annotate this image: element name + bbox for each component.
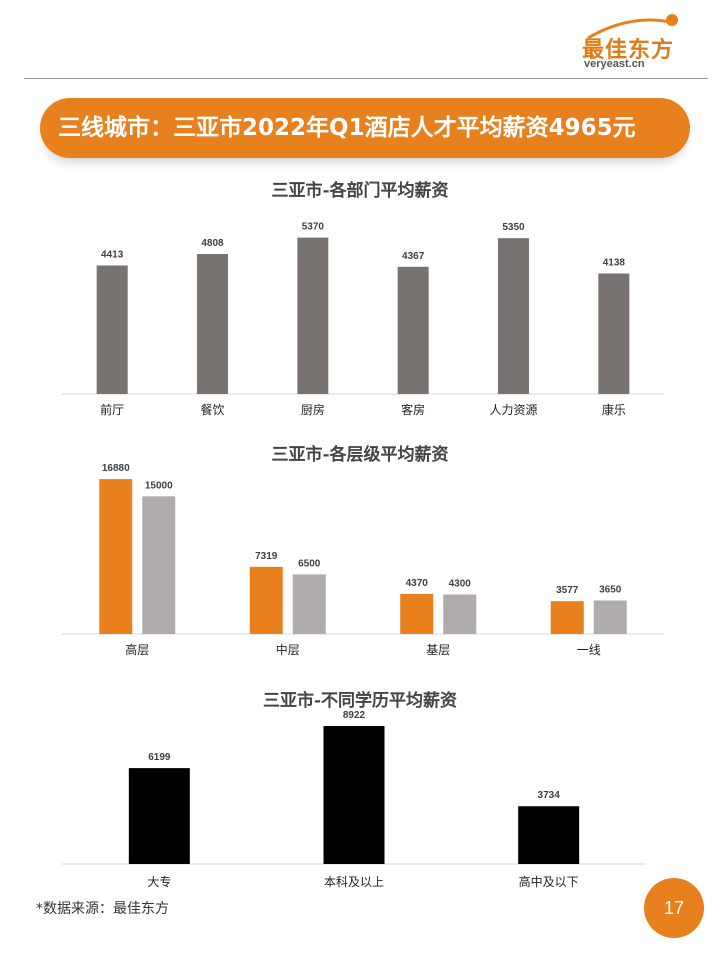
bar xyxy=(518,806,580,864)
bar xyxy=(142,496,176,634)
data-label: 4367 xyxy=(402,251,425,262)
bar xyxy=(297,237,329,394)
bar xyxy=(96,265,128,394)
data-label: 3734 xyxy=(538,790,561,801)
data-label: 4808 xyxy=(201,238,224,249)
page-number-badge: 17 xyxy=(644,878,704,938)
x-tick-label: 中层 xyxy=(276,642,300,657)
data-label: 3577 xyxy=(556,585,579,596)
data-label: 4413 xyxy=(101,249,124,260)
bar xyxy=(323,726,385,864)
page-title-banner: 三线城市：三亚市2022年Q1酒店人才平均薪资4965元 xyxy=(40,98,690,158)
bar xyxy=(197,253,228,394)
x-tick-label: 人力资源 xyxy=(489,403,537,417)
header-divider xyxy=(24,78,708,79)
x-tick-label: 高层 xyxy=(125,642,149,657)
data-label: 5350 xyxy=(502,222,525,233)
data-label: 4138 xyxy=(603,257,626,268)
bar xyxy=(400,593,434,634)
data-label: 5370 xyxy=(302,222,325,233)
data-label: 4370 xyxy=(406,578,429,589)
x-tick-label: 基层 xyxy=(426,643,450,657)
x-tick-label: 一线 xyxy=(577,643,601,657)
chart-title-department: 三亚市-各部门平均薪资 xyxy=(271,181,449,201)
bar xyxy=(443,594,477,634)
x-tick-label: 大专 xyxy=(147,874,171,889)
bar xyxy=(99,479,133,634)
x-tick-label: 康乐 xyxy=(602,402,626,417)
chart-title-level: 三亚市-各层级平均薪资 xyxy=(271,445,449,465)
x-tick-label: 客房 xyxy=(401,402,425,417)
bar xyxy=(593,600,627,634)
x-tick-label: 高中及以下 xyxy=(519,874,579,889)
bar xyxy=(550,601,584,634)
brand-logo: 最佳东方 veryeast.cn xyxy=(574,12,684,72)
bar xyxy=(498,238,529,394)
data-label: 3650 xyxy=(599,585,622,596)
data-label: 15000 xyxy=(145,480,173,491)
data-label: 4300 xyxy=(449,579,472,590)
data-label: 8922 xyxy=(343,710,366,721)
x-tick-label: 厨房 xyxy=(301,402,325,417)
chart-title-education: 三亚市-不同学历平均薪资 xyxy=(262,691,458,711)
logo-name: 最佳东方 xyxy=(582,38,675,63)
logo-arc-icon xyxy=(587,14,678,40)
data-label: 6199 xyxy=(148,752,171,763)
bar xyxy=(598,273,630,394)
data-source-note: *数据来源：最佳东方 xyxy=(36,901,169,917)
logo-url: veryeast.cn xyxy=(584,58,645,70)
data-label: 6500 xyxy=(298,558,321,569)
bar xyxy=(292,574,326,634)
bar xyxy=(397,266,429,394)
x-tick-label: 餐饮 xyxy=(200,402,224,417)
bar xyxy=(249,566,283,634)
bar xyxy=(128,768,190,864)
x-tick-label: 前厅 xyxy=(100,402,124,417)
data-label: 7319 xyxy=(255,551,278,562)
x-tick-label: 本科及以上 xyxy=(324,875,384,889)
